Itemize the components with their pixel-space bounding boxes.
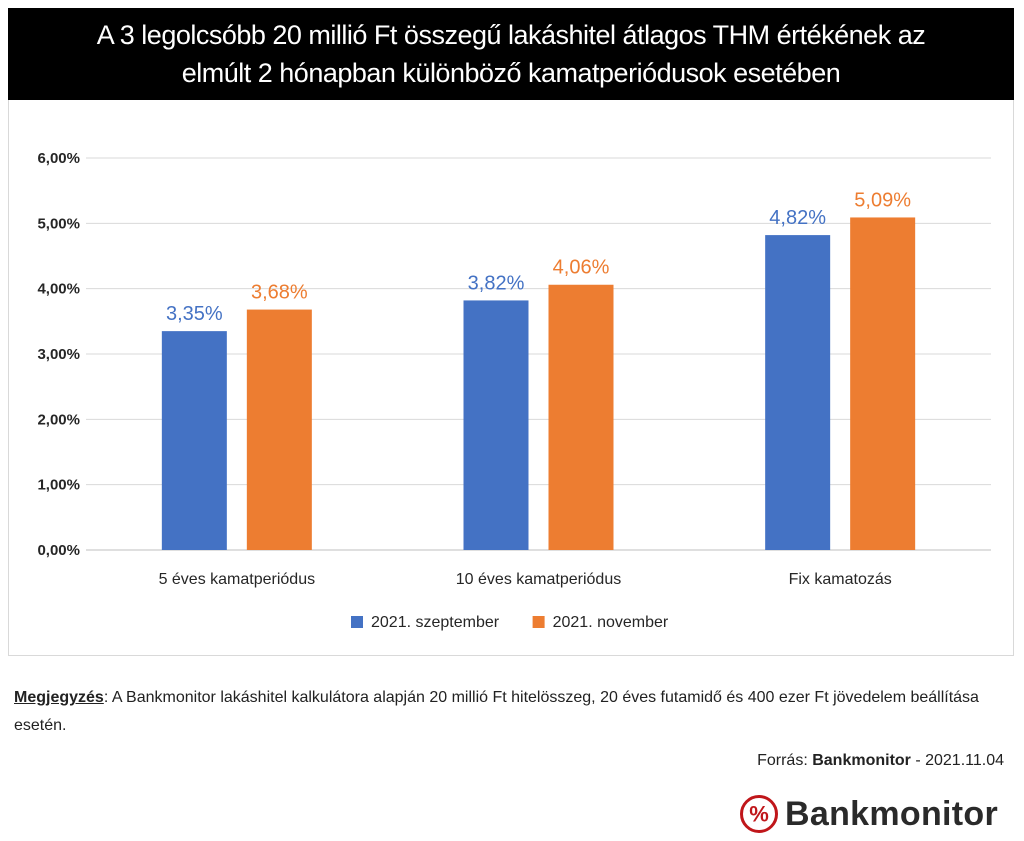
footnote-label: Megjegyzés xyxy=(14,689,104,706)
chart-title-bar: A 3 legolcsóbb 20 millió Ft összegű laká… xyxy=(8,8,1014,100)
legend-swatch xyxy=(351,616,363,628)
bar xyxy=(161,331,227,550)
bar xyxy=(850,217,916,550)
source-line: Forrás: Bankmonitor - 2021.11.04 xyxy=(757,752,1004,770)
y-tick-label: 1,00% xyxy=(37,477,80,494)
bar xyxy=(246,309,312,550)
bar xyxy=(765,235,831,551)
data-label: 4,82% xyxy=(769,207,826,229)
bar xyxy=(548,284,614,550)
percent-logo-icon: % xyxy=(740,795,779,833)
x-tick-label: 10 éves kamatperiódus xyxy=(456,571,621,588)
bankmonitor-logo: % Bankmonitor xyxy=(739,794,998,834)
bar-chart: 0,00% 1,00% 2,00% 3,00% 4,00% 5,00% 6,00% 3,35%… xyxy=(37,150,991,631)
y-tick-label: 3,00% xyxy=(37,346,80,363)
data-label: 5,09% xyxy=(854,189,911,211)
y-tick-label: 6,00% xyxy=(37,150,80,167)
y-tick-label: 5,00% xyxy=(37,215,80,232)
x-tick-label: Fix kamatozás xyxy=(789,571,892,588)
bar xyxy=(463,300,529,550)
legend-label: 2021. november xyxy=(553,614,669,631)
x-tick-label: 5 éves kamatperiódus xyxy=(159,571,316,588)
data-label: 4,06% xyxy=(553,257,610,279)
data-label: 3,35% xyxy=(166,303,223,325)
data-label: 3,68% xyxy=(251,282,308,304)
footnote: Megjegyzés: A Bankmonitor lakáshitel kal… xyxy=(14,684,1004,740)
source-prefix: Forrás: xyxy=(757,752,813,769)
legend-label: 2021. szeptember xyxy=(371,614,500,631)
svg-text:%: % xyxy=(749,802,769,827)
y-tick-label: 4,00% xyxy=(37,281,80,298)
source-date: - 2021.11.04 xyxy=(910,752,1004,769)
chart-title-line-1: A 3 legolcsóbb 20 millió Ft összegű laká… xyxy=(96,20,926,50)
y-tick-label: 2,00% xyxy=(37,411,80,428)
source-brand: Bankmonitor xyxy=(812,752,911,769)
data-label: 3,82% xyxy=(468,272,525,294)
chart-title-line-2: elmúlt 2 hónapban különböző kamatperiódu… xyxy=(181,58,841,88)
legend-swatch xyxy=(532,616,545,628)
chart-frame: 0,00% 1,00% 2,00% 3,00% 4,00% 5,00% 6,00% 3,35%… xyxy=(8,100,1014,656)
footnote-text: : A Bankmonitor lakáshitel kalkulátora a… xyxy=(14,689,979,734)
logo-text: Bankmonitor xyxy=(785,794,998,833)
y-tick-label: 0,00% xyxy=(37,542,80,559)
